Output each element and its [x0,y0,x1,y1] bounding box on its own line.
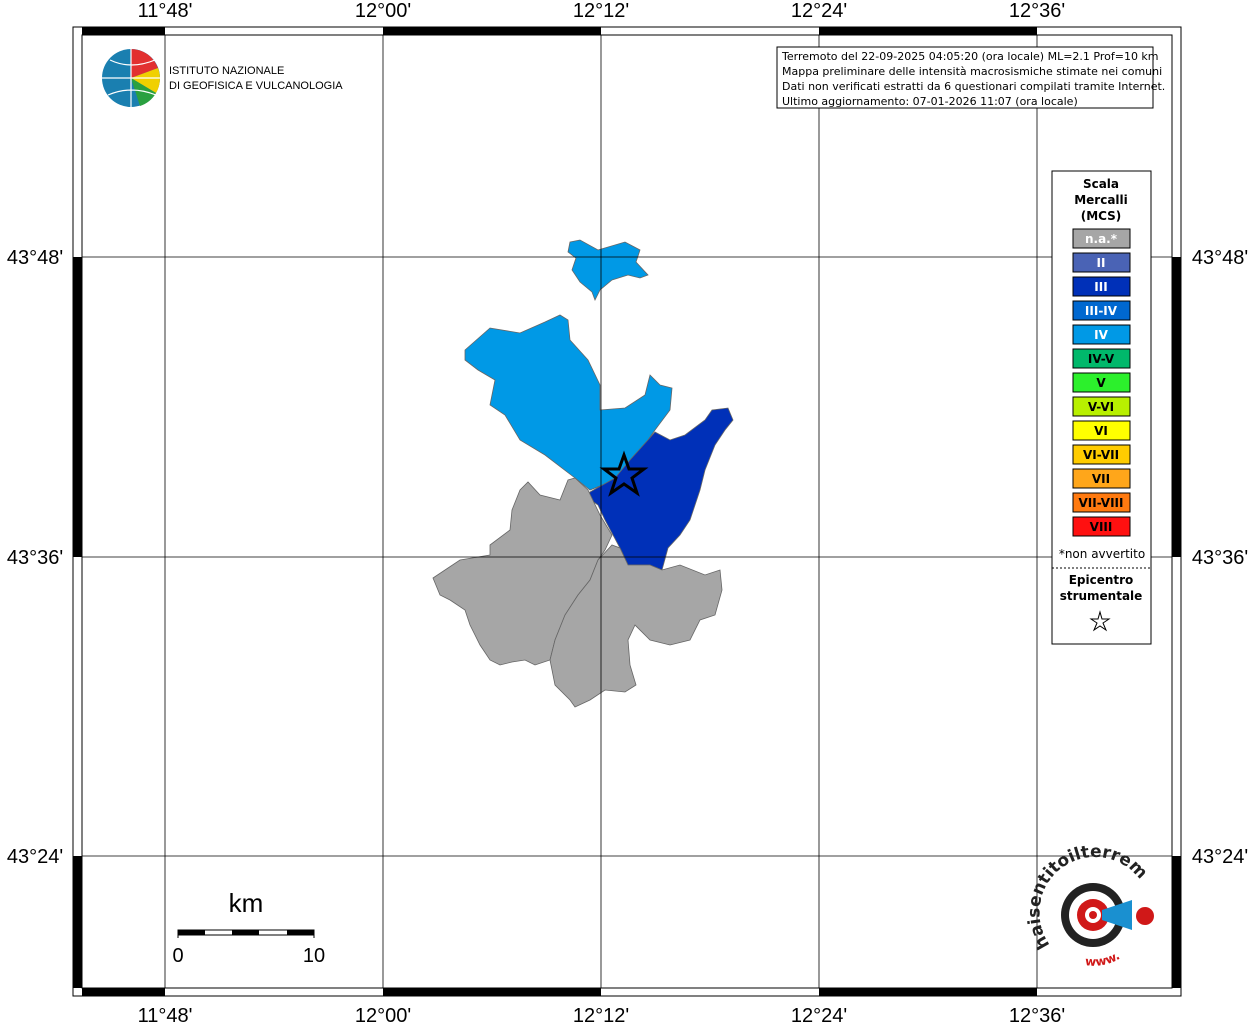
info-text: Terremoto del 22-09-2025 04:05:20 (ora l… [781,50,1165,108]
lon-label: 12°00' [355,0,411,22]
legend-swatch [1072,420,1131,441]
logo-text: DI GEOFISICA E VULCANOLOGIA [169,80,343,92]
lat-label: 43°36' [1192,547,1248,569]
municipalities [432,239,734,708]
area-na [432,477,613,666]
legend-swatch [1072,276,1131,297]
area-iv [567,239,649,301]
legend-label: V [1096,376,1106,390]
legend-label: VI [1094,424,1108,438]
lon-label: 12°36' [1009,0,1065,22]
scale-bar: km 0 10 [172,888,325,967]
lon-label: 11°48' [138,1005,193,1024]
lon-label: 11°48' [138,0,193,22]
scale-label: 10 [303,945,325,967]
lon-label: 12°24' [791,0,847,22]
lat-label: 43°24' [7,846,63,868]
legend-epicenter-title: strumentale [1060,589,1143,603]
legend-swatch [1072,444,1131,465]
info-line: Mappa preliminare delle intensità macros… [782,65,1162,78]
info-line: Terremoto del 22-09-2025 04:05:20 (ora l… [781,50,1159,63]
legend-title: Mercalli [1074,193,1128,207]
area-na [549,544,723,708]
epicenter-star [599,450,649,497]
legend-swatch [1072,372,1131,393]
legend-label: IV [1094,328,1108,342]
legend-label: III [1094,280,1107,294]
inner-frame [81,34,1173,989]
lon-label: 12°12' [573,1005,629,1024]
lat-label: 43°24' [1192,846,1248,868]
legend-label: n.a.* [1085,232,1118,246]
lat-label: 43°48' [1192,247,1248,269]
lon-label: 12°36' [1009,1005,1065,1024]
legend-label: VIII [1090,520,1113,534]
frame-ticks [73,27,1181,996]
legend-swatch [1072,468,1131,489]
lon-label: 12°00' [355,1005,411,1024]
graticule [82,35,1172,988]
info-line: Ultimo aggiornamento: 07-01-2026 11:07 (… [782,95,1078,108]
legend-star [1089,610,1111,632]
legend-epicenter-title: Epicentro [1069,573,1134,587]
legend-swatch [1072,228,1131,249]
lat-label: 43°48' [7,247,63,269]
legend-swatch [1072,252,1131,273]
logo-text: ISTITUTO NAZIONALE [169,65,284,77]
area-iv [464,314,673,491]
legend-label: VII-VIII [1078,496,1123,510]
legend-swatch [1072,324,1131,345]
legend: ScalaMercalli(MCS)n.a.*IIIIIIII-IVIVIV-V… [1059,177,1145,603]
legend-note: *non avvertito [1059,547,1145,561]
scale-label: 0 [172,945,183,967]
legend-label: II [1097,256,1106,270]
legend-label: III-IV [1085,304,1118,318]
scale-unit: km [229,888,264,918]
legend-label: VII [1092,472,1110,486]
legend-swatch [1072,348,1131,369]
lat-label: 43°36' [7,547,63,569]
legend-swatch [1072,516,1131,537]
legend-title: Scala [1083,177,1119,191]
legend-label: VI-VII [1083,448,1119,462]
info-line: Dati non verificati estratti da 6 questi… [782,80,1165,93]
info-box [776,46,1154,109]
ingv-logo: ISTITUTO NAZIONALE DI GEOFISICA E VULCAN… [102,49,343,107]
graticule-labels: 11°48' 11°48' 12°00' 12°00' 12°12' 12°12' 12°2… [7,0,1248,1024]
legend-label: IV-V [1088,352,1115,366]
legend-title: (MCS) [1081,209,1122,223]
legend-swatch [1072,492,1131,513]
legend-label: V-VI [1088,400,1114,414]
lon-label: 12°12' [573,0,629,22]
legend-swatch [1072,396,1131,417]
legend-swatch [1072,300,1131,321]
lon-label: 12°24' [791,1005,847,1024]
